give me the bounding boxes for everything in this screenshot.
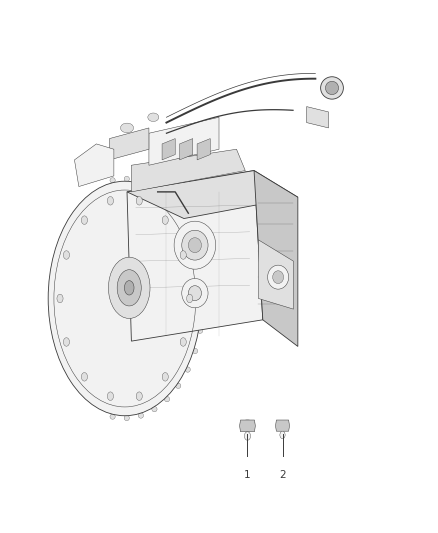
- Ellipse shape: [124, 280, 134, 295]
- Ellipse shape: [81, 216, 88, 224]
- Ellipse shape: [185, 225, 191, 230]
- Ellipse shape: [152, 407, 157, 412]
- Ellipse shape: [136, 197, 142, 205]
- Ellipse shape: [185, 367, 191, 372]
- Ellipse shape: [276, 421, 289, 426]
- Text: 2: 2: [279, 470, 286, 480]
- Ellipse shape: [110, 177, 115, 183]
- Ellipse shape: [180, 338, 186, 346]
- Ellipse shape: [188, 286, 201, 301]
- Ellipse shape: [174, 221, 216, 269]
- Ellipse shape: [188, 238, 201, 253]
- Ellipse shape: [138, 179, 144, 184]
- Ellipse shape: [81, 373, 88, 381]
- Ellipse shape: [268, 265, 289, 289]
- Ellipse shape: [57, 294, 63, 303]
- Ellipse shape: [152, 185, 157, 190]
- Ellipse shape: [180, 251, 186, 259]
- Polygon shape: [254, 171, 298, 346]
- Ellipse shape: [138, 413, 144, 418]
- Ellipse shape: [48, 181, 201, 416]
- Polygon shape: [149, 117, 219, 165]
- Ellipse shape: [162, 216, 168, 224]
- Polygon shape: [131, 149, 245, 192]
- Polygon shape: [258, 240, 293, 309]
- Polygon shape: [127, 171, 263, 341]
- Ellipse shape: [176, 383, 181, 389]
- Ellipse shape: [321, 77, 343, 99]
- Polygon shape: [110, 128, 149, 160]
- Polygon shape: [127, 171, 298, 219]
- Polygon shape: [162, 139, 175, 160]
- Ellipse shape: [162, 373, 168, 381]
- Ellipse shape: [164, 195, 170, 200]
- Ellipse shape: [107, 392, 113, 400]
- Polygon shape: [74, 144, 114, 187]
- Ellipse shape: [192, 349, 198, 354]
- Ellipse shape: [107, 197, 113, 205]
- Ellipse shape: [164, 397, 170, 402]
- Ellipse shape: [148, 113, 159, 122]
- Ellipse shape: [272, 271, 284, 284]
- Ellipse shape: [200, 306, 205, 312]
- Ellipse shape: [136, 392, 142, 400]
- Ellipse shape: [120, 123, 134, 133]
- Polygon shape: [276, 420, 290, 431]
- Ellipse shape: [108, 257, 150, 318]
- Ellipse shape: [124, 415, 129, 421]
- Ellipse shape: [200, 285, 205, 290]
- Ellipse shape: [244, 432, 251, 440]
- Polygon shape: [180, 139, 193, 160]
- Ellipse shape: [187, 294, 193, 303]
- Ellipse shape: [117, 270, 141, 306]
- Ellipse shape: [182, 278, 208, 308]
- Text: 1: 1: [244, 470, 251, 480]
- Ellipse shape: [64, 251, 70, 259]
- Polygon shape: [307, 107, 328, 128]
- Ellipse shape: [192, 243, 198, 248]
- Ellipse shape: [64, 338, 70, 346]
- Polygon shape: [240, 420, 255, 432]
- Ellipse shape: [124, 176, 129, 182]
- Polygon shape: [197, 139, 210, 160]
- Ellipse shape: [240, 420, 254, 426]
- Ellipse shape: [280, 431, 285, 439]
- Ellipse shape: [198, 328, 203, 333]
- Ellipse shape: [198, 264, 203, 269]
- Ellipse shape: [176, 208, 181, 214]
- Ellipse shape: [110, 414, 115, 419]
- Ellipse shape: [182, 230, 208, 260]
- Ellipse shape: [325, 81, 339, 95]
